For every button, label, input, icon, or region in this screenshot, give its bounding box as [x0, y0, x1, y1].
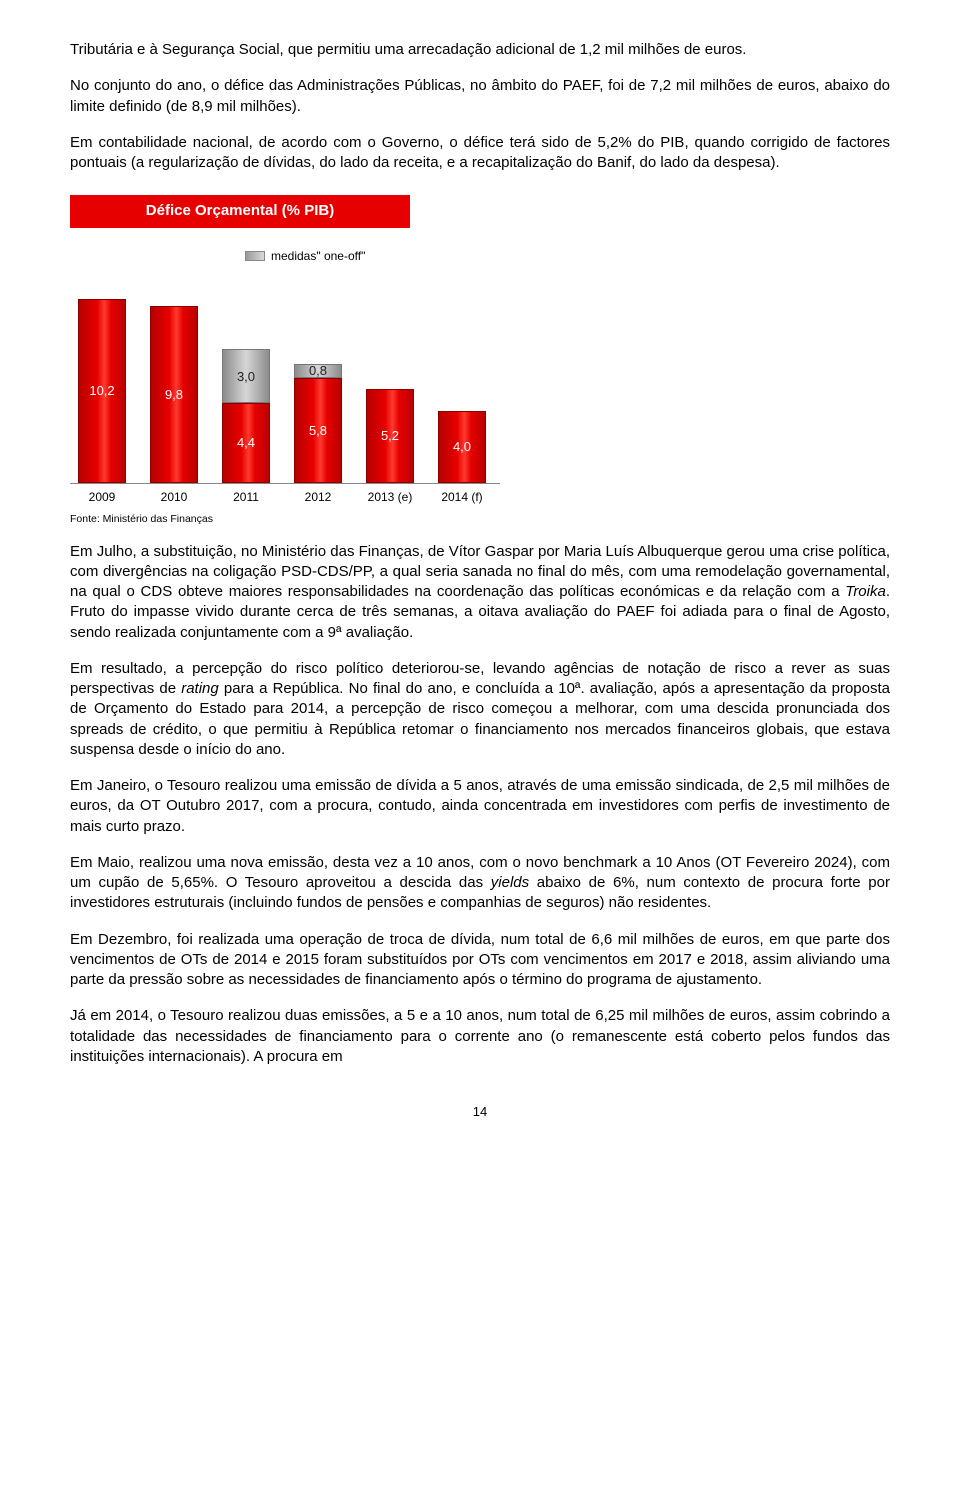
bar-segment-oneoff: 3,0 — [222, 349, 270, 403]
budget-deficit-chart: Défice Orçamental (% PIB) medidas" one-o… — [70, 195, 890, 525]
italic-rating: rating — [181, 680, 219, 697]
paragraph-1: Tributária e à Segurança Social, que per… — [70, 40, 890, 60]
paragraph-2: No conjunto do ano, o défice das Adminis… — [70, 76, 890, 117]
legend-label: medidas" one-off" — [271, 248, 365, 264]
bar-segment-main: 4,4 — [222, 403, 270, 482]
paragraph-6: Em Janeiro, o Tesouro realizou uma emiss… — [70, 776, 890, 837]
chart-title: Défice Orçamental (% PIB) — [70, 195, 410, 227]
bar-segment-main: 5,2 — [366, 389, 414, 483]
x-label: 2011 — [222, 489, 270, 505]
paragraph-3: Em contabilidade nacional, de acordo com… — [70, 133, 890, 174]
bar-2011: 3,04,4 — [222, 349, 270, 482]
paragraph-4: Em Julho, a substituição, no Ministério … — [70, 542, 890, 643]
bars-container: 10,2 9,8 3,04,4 0,85,8 5,2 4,0 — [70, 274, 500, 484]
paragraph-7: Em Maio, realizou uma nova emissão, dest… — [70, 853, 890, 914]
bar-2009: 10,2 — [78, 299, 126, 483]
page-number: 14 — [70, 1103, 890, 1121]
x-label: 2014 (f) — [438, 489, 486, 505]
chart-legend: medidas" one-off" — [245, 248, 365, 264]
bar-2013 (e): 5,2 — [366, 389, 414, 483]
bar-2012: 0,85,8 — [294, 364, 342, 483]
bar-segment-oneoff: 0,8 — [294, 364, 342, 378]
bar-segment-main: 4,0 — [438, 411, 486, 483]
x-label: 2012 — [294, 489, 342, 505]
bar-segment-main: 5,8 — [294, 378, 342, 482]
x-label: 2009 — [78, 489, 126, 505]
x-axis: 2009 2010 2011 2012 2013 (e) 2014 (f) — [70, 489, 500, 505]
bar-segment-main: 9,8 — [150, 306, 198, 482]
bar-segment-main: 10,2 — [78, 299, 126, 483]
chart-plot-area: medidas" one-off" 10,2 9,8 3,04,4 0,85,8 5,2… — [70, 236, 500, 506]
paragraph-8: Em Dezembro, foi realizada uma operação … — [70, 930, 890, 991]
x-label: 2010 — [150, 489, 198, 505]
text-span: Em Julho, a substituição, no Ministério … — [70, 543, 890, 601]
bar-2010: 9,8 — [150, 306, 198, 482]
x-label: 2013 (e) — [366, 489, 414, 505]
paragraph-5: Em resultado, a percepção do risco polít… — [70, 659, 890, 760]
legend-swatch-grey — [245, 251, 265, 261]
bar-2014 (f): 4,0 — [438, 411, 486, 483]
chart-source: Fonte: Ministério das Finanças — [70, 512, 890, 526]
italic-yields: yields — [491, 874, 529, 891]
italic-troika: Troika — [845, 583, 886, 600]
paragraph-9: Já em 2014, o Tesouro realizou duas emis… — [70, 1006, 890, 1067]
